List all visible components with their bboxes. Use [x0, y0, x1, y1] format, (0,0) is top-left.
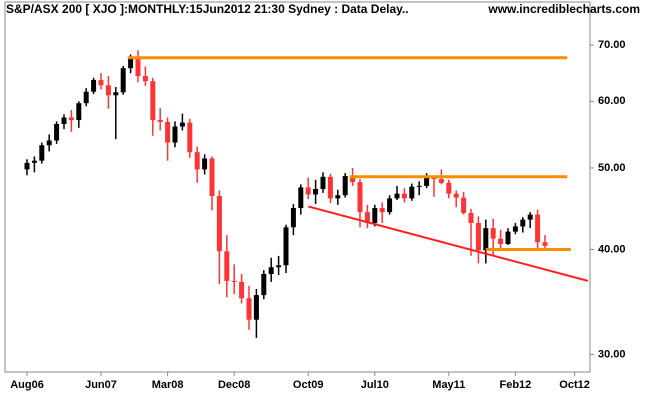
candle-body: [394, 193, 400, 199]
candle-body: [327, 176, 333, 199]
candle-body: [438, 179, 444, 183]
candle-body: [239, 281, 245, 299]
candle-body: [216, 196, 222, 252]
candle-body: [542, 242, 548, 246]
x-tick-label: Jun07: [85, 379, 117, 391]
candle-body: [475, 223, 481, 251]
candle-body: [446, 182, 452, 194]
candle-body: [246, 298, 252, 320]
plot-frame: [4, 1, 591, 373]
candle-body: [135, 56, 141, 77]
chart-title: S&P/ASX 200 [ XJO ]:MONTHLY:15Jun2012 21…: [6, 2, 409, 16]
candle-body: [490, 228, 496, 239]
candle-body: [401, 193, 407, 199]
x-tick-label: Oct09: [293, 379, 324, 391]
candle-body: [113, 92, 119, 96]
candle-body: [24, 162, 30, 170]
candle-body: [98, 80, 104, 86]
candle-body: [46, 140, 52, 146]
candle-body: [357, 182, 363, 213]
x-tick-label: Aug06: [10, 379, 44, 391]
candle-body: [231, 280, 237, 282]
y-tick-label: 60.00: [598, 95, 626, 107]
x-tick-label: Oct12: [559, 379, 590, 391]
candle-body: [179, 122, 185, 127]
candle-body: [335, 195, 341, 199]
candle-body: [350, 176, 356, 183]
trend-line: [307, 205, 589, 282]
candle-body: [83, 91, 89, 104]
y-tick-label: 50.00: [598, 162, 626, 174]
candle-body: [505, 231, 511, 245]
candle-body: [320, 176, 326, 189]
y-tick-label: 70.00: [598, 39, 626, 51]
candle-body: [483, 228, 489, 251]
candle-body: [512, 226, 518, 232]
candle-body: [453, 193, 459, 198]
candle-body: [372, 208, 378, 224]
candle-body: [209, 158, 215, 197]
candle-body: [527, 214, 533, 220]
candle-body: [424, 177, 430, 186]
candle-body: [165, 121, 171, 143]
x-tick-label: Feb12: [500, 379, 532, 391]
candle-body: [202, 158, 208, 170]
candle-body: [520, 219, 526, 227]
candle-body: [298, 187, 304, 209]
candle-body: [142, 76, 148, 82]
candle-body: [172, 126, 178, 143]
candle-body: [268, 267, 274, 274]
candle-body: [379, 208, 385, 213]
candle-body: [68, 117, 74, 121]
y-tick-label: 30.00: [598, 348, 626, 360]
x-tick-label: Dec08: [218, 379, 250, 391]
candle-body: [61, 117, 67, 124]
candle-body: [409, 186, 415, 199]
candle-body: [128, 56, 134, 69]
candle-body: [342, 176, 348, 196]
candle-body: [313, 188, 319, 195]
candle-body: [535, 214, 541, 243]
candle-body: [224, 251, 230, 281]
x-tick-label: May11: [432, 379, 465, 391]
candle-body: [416, 185, 422, 187]
candle-body: [261, 273, 267, 296]
y-tick-label: 40.00: [598, 243, 626, 255]
candle-body: [157, 120, 163, 122]
candle-body: [54, 123, 60, 141]
candle-body: [91, 80, 97, 92]
candle-body: [105, 85, 111, 96]
candle-body: [150, 81, 156, 121]
candle-body: [31, 160, 37, 163]
candle-body: [364, 212, 370, 224]
x-tick-label: Jul10: [361, 379, 389, 391]
candle-body: [387, 198, 393, 213]
candle-body: [498, 238, 504, 245]
candle-body: [120, 68, 126, 93]
candle-body: [461, 197, 467, 213]
candle-body: [39, 145, 45, 161]
chart-subtitle: www.incrediblecharts.com: [487, 2, 640, 16]
candle-body: [431, 177, 437, 180]
candle-body: [305, 187, 311, 195]
candle-body: [253, 295, 259, 320]
candle-body: [276, 265, 282, 268]
candle-body: [187, 122, 193, 153]
candle-body: [283, 227, 289, 266]
candle-body: [194, 152, 200, 170]
candle-body: [290, 208, 296, 228]
candle-body: [76, 103, 82, 121]
x-tick-label: Mar08: [152, 379, 184, 391]
candle-body: [468, 212, 474, 224]
